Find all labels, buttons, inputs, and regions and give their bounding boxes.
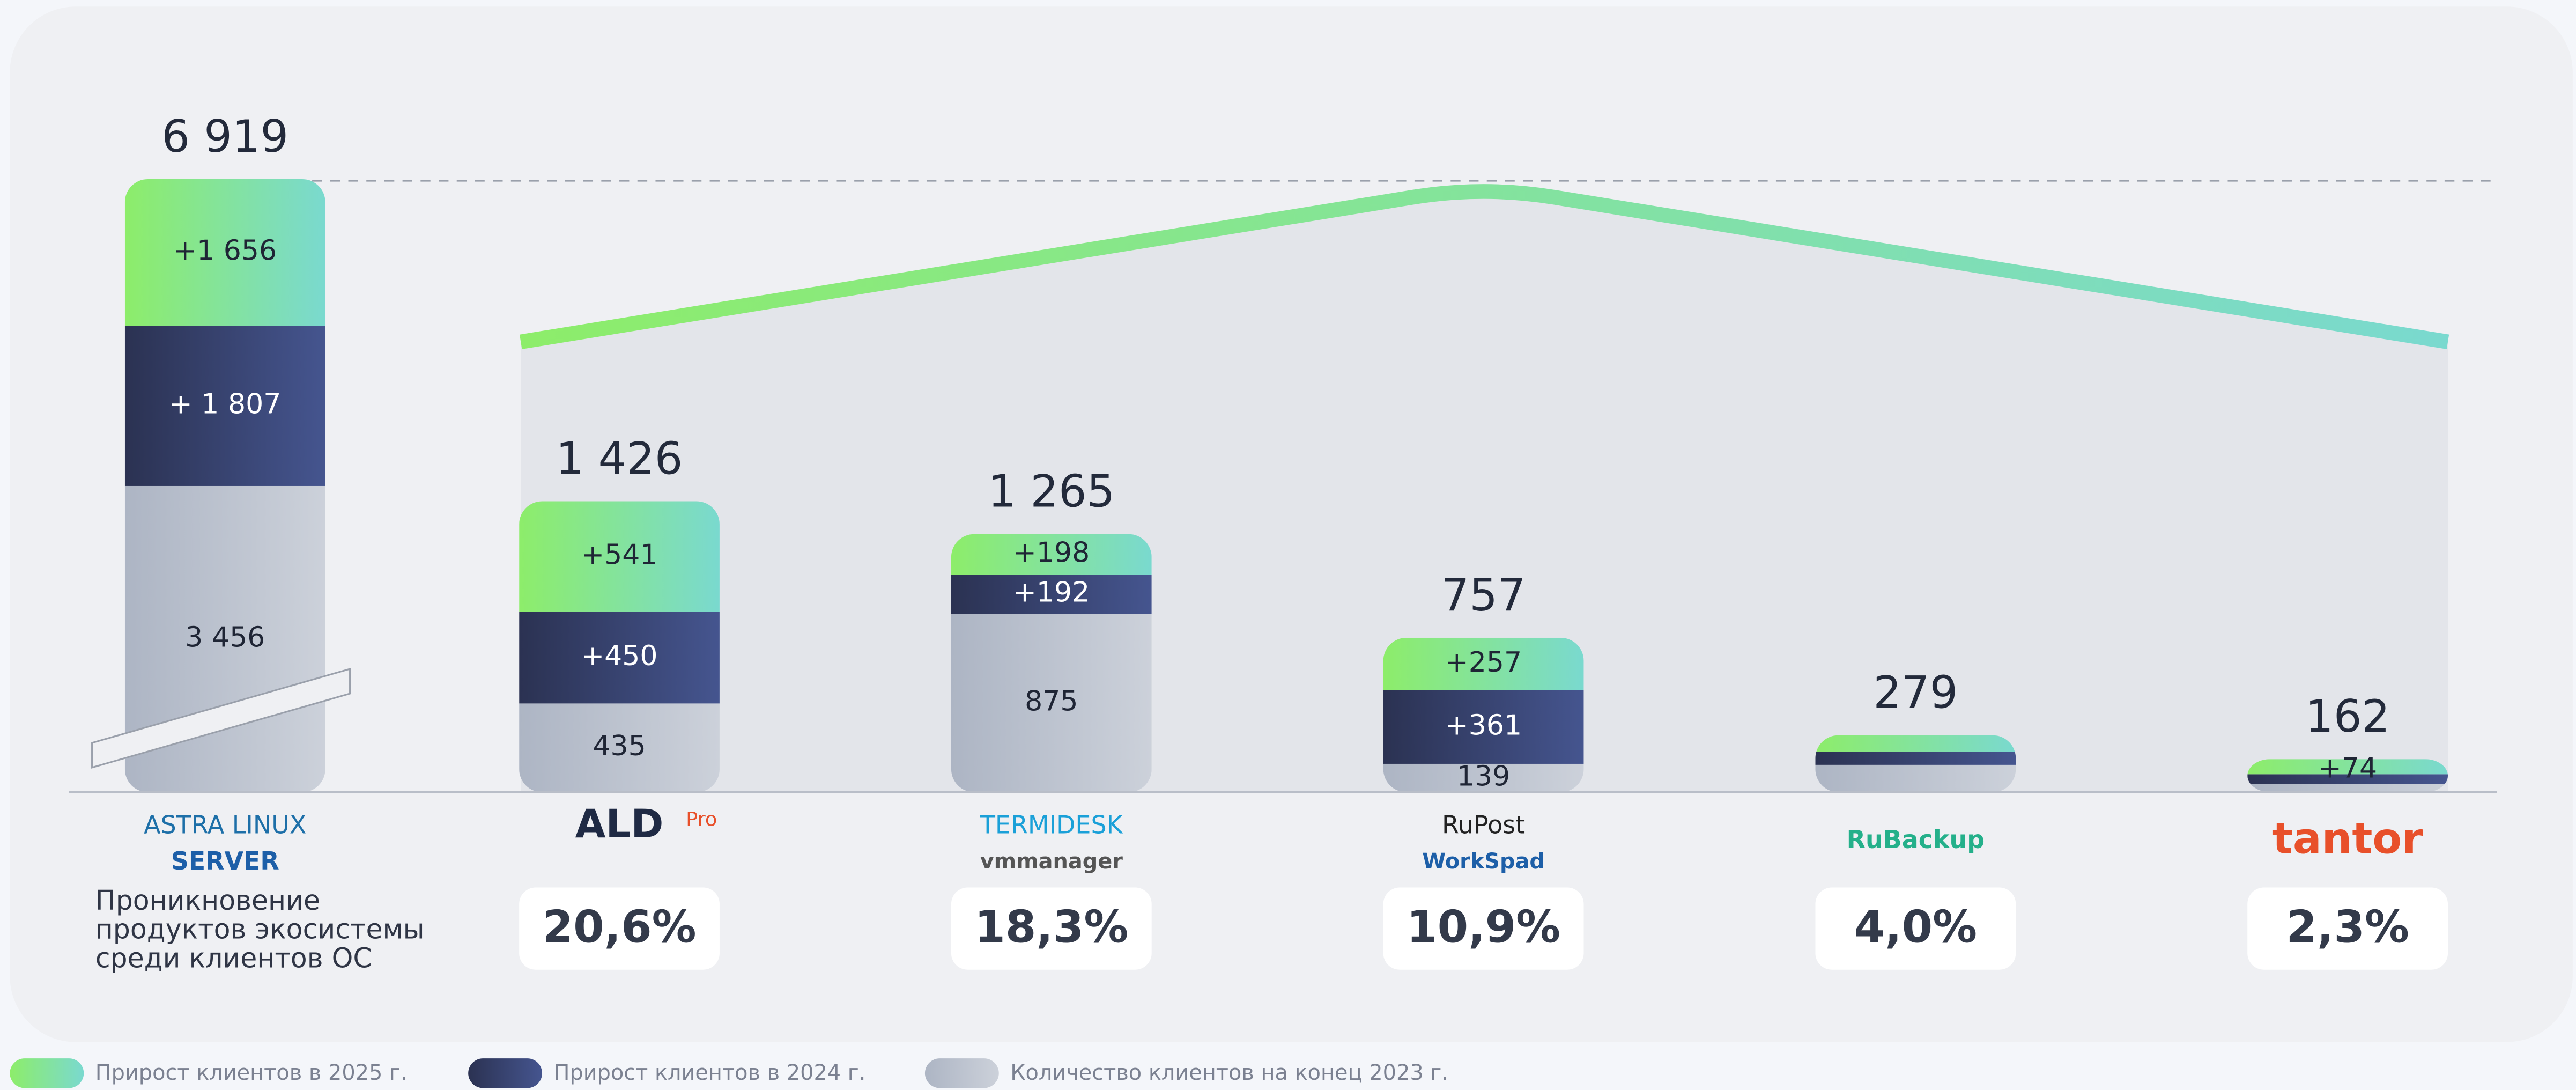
roof-line — [520, 184, 2449, 349]
bar-segment — [1815, 764, 2016, 792]
segment-label: 875 — [1025, 685, 1078, 717]
penetration-label: Проникновение продуктов экосистемы среди к… — [95, 885, 425, 974]
total-label: 1 426 — [556, 432, 683, 484]
penetration-value: 18,3% — [974, 901, 1128, 953]
bar-segment — [519, 703, 720, 792]
bar-segment — [2247, 774, 2448, 784]
segment-label: +541 — [581, 539, 658, 571]
legend-label: Количество клиентов на конец 2023 г. — [1010, 1060, 1448, 1085]
segment-label: 3 456 — [185, 621, 265, 653]
legend: Прирост клиентов в 2025 г. Прирост клиент… — [10, 1058, 1448, 1088]
category-label: RuPost — [1442, 811, 1525, 839]
segment-label: +74 — [2318, 752, 2377, 784]
segment-label: +450 — [581, 640, 658, 672]
penetration-value: 4,0% — [1854, 901, 1977, 953]
category-label: TERMIDESK — [980, 811, 1124, 839]
bar-segment — [2247, 759, 2448, 775]
segment-label: +1 656 — [173, 235, 277, 267]
total-label: 162 — [2305, 690, 2390, 742]
legend-label: Прирост клиентов в 2025 г. — [95, 1060, 408, 1085]
category-label: tantor — [2272, 814, 2423, 864]
legend-swatch — [10, 1058, 84, 1088]
segment-label: +192 — [1013, 577, 1090, 609]
bar-segment — [1383, 763, 1584, 792]
bar-segment — [951, 534, 1152, 575]
category-sublabel: vmmanager — [980, 849, 1123, 874]
bar-segment — [124, 326, 325, 486]
total-label: 757 — [1441, 569, 1526, 621]
bar-segment — [1383, 637, 1584, 690]
bar-group — [519, 501, 720, 792]
legend-swatch — [468, 1058, 543, 1088]
bar-segment — [2247, 784, 2448, 792]
bar-group — [1383, 637, 1584, 792]
penetration-box — [1815, 887, 2016, 970]
total-label: 6 919 — [161, 111, 288, 163]
segment-label: 139 — [1457, 760, 1510, 792]
segment-label: +361 — [1445, 709, 1522, 741]
bar-group — [1815, 735, 2016, 792]
penetration-value: 10,9% — [1407, 901, 1560, 953]
bar-segment — [1815, 735, 2016, 752]
penetration-box — [951, 887, 1152, 970]
category-label: RuBackup — [1847, 825, 1985, 854]
penetration-box — [2247, 887, 2448, 970]
category-label: ASTRA LINUX — [144, 811, 306, 839]
legend-swatch — [924, 1058, 999, 1088]
category-sublabel: SERVER — [171, 846, 279, 875]
category-label: ALD — [575, 801, 664, 847]
category-sublabel: WorkSpad — [1422, 849, 1545, 874]
penetration-value: 20,6% — [543, 901, 697, 953]
bar-segment — [951, 614, 1152, 792]
penetration-label-line: продуктов экосистемы — [95, 913, 425, 945]
total-label: 1 265 — [988, 466, 1115, 518]
bar-group — [2247, 759, 2448, 792]
bar-segment — [1815, 752, 2016, 765]
penetration-value: 2,3% — [2286, 901, 2409, 953]
segment-label: +257 — [1445, 646, 1522, 679]
bar-segment — [519, 501, 720, 612]
bar-segment — [519, 612, 720, 704]
bar-group — [951, 534, 1152, 792]
total-label: 279 — [1873, 667, 1958, 719]
segment-label: + 1 807 — [169, 388, 281, 421]
segment-label: +198 — [1013, 536, 1090, 569]
penetration-label-line: Проникновение — [95, 885, 320, 916]
axis-break — [91, 667, 351, 769]
bar-segment — [1383, 690, 1584, 764]
bar-segment — [124, 179, 325, 326]
bar-segment — [951, 575, 1152, 614]
penetration-box — [519, 887, 720, 970]
penetration-label-line: среди клиентов ОС — [95, 942, 372, 974]
segment-label: 435 — [593, 730, 646, 762]
bars: 3 456 + 1 807 +1 656 6 919 ASTRA LINUX SERVER… — [91, 111, 2448, 875]
bar-group — [124, 179, 325, 792]
category-sublabel: Pro — [686, 807, 717, 830]
penetration-box — [1383, 887, 1584, 970]
legend-label: Прирост клиентов в 2024 г. — [553, 1060, 865, 1085]
